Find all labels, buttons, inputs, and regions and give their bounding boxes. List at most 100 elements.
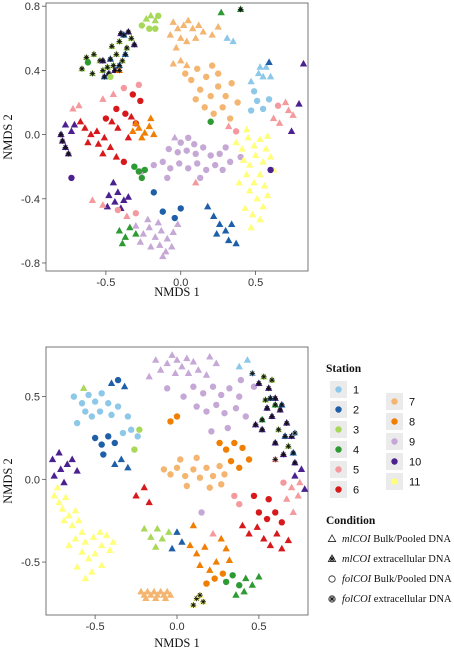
data-point — [222, 144, 229, 151]
data-point — [186, 541, 194, 549]
data-point — [57, 465, 65, 472]
data-point — [118, 56, 127, 64]
data-point — [142, 594, 150, 602]
data-point — [222, 92, 229, 100]
data-point — [183, 61, 191, 69]
data-point — [81, 574, 89, 582]
data-point — [102, 531, 111, 539]
data-point — [138, 22, 146, 29]
data-point — [197, 174, 204, 182]
data-point — [250, 383, 258, 390]
data-point — [219, 166, 226, 174]
data-point — [268, 412, 276, 420]
y-tick-label: 0.5 — [25, 392, 40, 404]
data-point — [177, 56, 185, 64]
data-point — [271, 394, 279, 402]
data-point — [253, 523, 261, 530]
data-point — [274, 102, 282, 109]
data-point — [132, 222, 140, 229]
data-point — [232, 591, 240, 598]
data-point — [120, 382, 129, 390]
data-point — [167, 418, 174, 425]
data-point — [301, 485, 309, 492]
star-stroke — [259, 417, 265, 423]
data-point — [190, 466, 197, 473]
data-point — [111, 439, 118, 447]
data-point — [68, 174, 75, 182]
data-point — [169, 18, 177, 25]
data-point — [145, 498, 153, 506]
star-stroke — [84, 55, 89, 60]
data-point — [75, 101, 83, 109]
data-point — [163, 234, 171, 242]
data-point — [236, 393, 243, 400]
plot-area-bottom — [45, 346, 309, 616]
data-point — [197, 86, 204, 93]
data-point — [250, 492, 258, 500]
data-point — [169, 228, 177, 236]
star-stroke — [256, 381, 262, 386]
data-point — [106, 55, 115, 62]
data-point — [114, 403, 122, 410]
star-stroke — [117, 68, 122, 73]
data-point — [105, 433, 112, 440]
data-point — [223, 34, 231, 41]
star-stroke — [112, 68, 118, 73]
x-tick-label: 0.5 — [251, 621, 266, 633]
data-point — [291, 428, 299, 436]
data-point — [207, 152, 214, 159]
star-stroke — [66, 151, 71, 157]
data-point — [196, 591, 204, 598]
star-stroke — [191, 602, 196, 608]
data-point — [221, 409, 228, 417]
data-point — [216, 439, 223, 447]
data-point — [152, 594, 160, 602]
data-point — [121, 50, 130, 58]
data-point — [221, 471, 228, 478]
data-point — [259, 202, 267, 210]
data-point — [281, 98, 290, 106]
data-point — [171, 214, 178, 222]
data-point — [60, 516, 68, 524]
data-point — [226, 158, 234, 166]
data-point — [255, 379, 263, 387]
data-point — [263, 191, 272, 199]
legend-condition-type: Bulk/Pooled DNA — [371, 534, 452, 545]
data-point — [255, 509, 263, 516]
legend-condition-type: extracellular DNA — [371, 554, 452, 565]
data-point — [154, 218, 162, 226]
data-point — [236, 5, 245, 13]
data-point — [48, 455, 57, 463]
y-axis-label-bottom: NMDS 2 — [1, 458, 15, 504]
star-stroke — [126, 29, 131, 35]
legend-key-2 — [335, 406, 342, 413]
star-stroke — [121, 32, 127, 38]
data-point — [161, 594, 170, 602]
data-point — [247, 223, 255, 231]
data-point — [284, 536, 293, 544]
data-point — [178, 538, 186, 545]
data-point — [98, 390, 105, 397]
data-point — [229, 37, 237, 45]
data-point — [204, 202, 212, 210]
legend-label-6: 6 — [353, 485, 359, 497]
data-point — [60, 478, 68, 486]
data-point — [120, 31, 128, 38]
data-point — [106, 143, 115, 151]
data-point — [135, 81, 143, 89]
data-point — [166, 591, 175, 598]
data-point — [99, 95, 107, 102]
data-point — [70, 120, 79, 128]
data-point — [168, 544, 176, 552]
data-point — [222, 578, 230, 586]
data-point — [284, 442, 293, 450]
legend-label-4: 4 — [353, 445, 359, 457]
data-point — [228, 80, 235, 87]
star-stroke — [132, 42, 137, 48]
legend-label-9: 9 — [409, 437, 415, 449]
data-point — [242, 125, 251, 133]
star-stroke — [259, 427, 265, 432]
data-point — [253, 194, 261, 202]
data-point — [96, 408, 104, 415]
data-point — [124, 193, 133, 200]
